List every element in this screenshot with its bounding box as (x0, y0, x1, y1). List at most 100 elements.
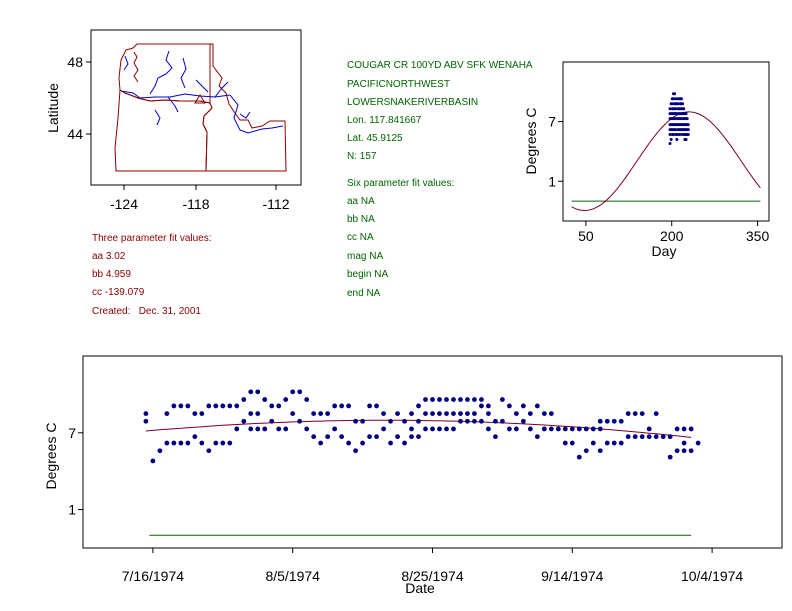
timeseries-data-point (311, 411, 317, 416)
timeseries-data-point (255, 426, 261, 432)
timeseries-data-point (576, 426, 582, 432)
tributary-3 (214, 81, 229, 98)
map-ytick-44: 44 (67, 126, 83, 142)
seasonal-plot-frame (562, 61, 770, 222)
timeseries-data-point (534, 434, 540, 440)
timeseries-data-point (332, 403, 338, 409)
seasonal-data-point (669, 138, 673, 142)
timeseries-xtick-4: 10/4/1974 (681, 568, 743, 584)
seasonal-data-point (684, 138, 688, 142)
timeseries-data-point (283, 397, 289, 402)
timeseries-data-point (192, 434, 198, 440)
timeseries-data-point (597, 426, 603, 432)
seasonal-data-point (684, 112, 688, 116)
site-name: COUGAR CR 100YD ABV SFK WENAHA (347, 60, 533, 71)
timeseries-data-point (541, 411, 547, 416)
timeseries-data-point (276, 403, 282, 409)
seasonal-data-point (668, 133, 672, 137)
seasonal-data-point (668, 107, 672, 111)
timeseries-data-point (206, 448, 212, 454)
timeseries-data-point (241, 418, 247, 424)
timeseries-data-point (548, 411, 554, 416)
seasonal-data-point (674, 107, 678, 111)
timeseries-data-point (437, 426, 442, 432)
timeseries-data-point (688, 448, 694, 454)
timeseries-data-point (416, 403, 421, 409)
timeseries-data-point (625, 411, 631, 416)
seasonal-data-point (682, 107, 686, 111)
timeseries-data-point (611, 440, 617, 446)
timeseries-data-point (541, 426, 547, 432)
timeseries-chart: 7/16/1974 8/5/1974 8/25/1974 9/14/1974 1… (43, 355, 783, 596)
timeseries-data-point (213, 403, 219, 409)
idaho-outline (202, 43, 287, 172)
timeseries-data-point (667, 434, 673, 440)
timeseries-data-point (430, 411, 435, 416)
timeseries-data-point (451, 397, 456, 402)
timeseries-data-point (430, 397, 435, 402)
seasonal-ytick-1: 1 (548, 173, 556, 189)
timeseries-data-point (472, 397, 477, 402)
timeseries-plot-frame (82, 355, 783, 549)
timeseries-data-point (451, 411, 456, 416)
timeseries-data-point (423, 426, 428, 432)
timeseries-data-point (618, 440, 624, 446)
timeseries-data-point (486, 426, 491, 432)
timeseries-data-point (486, 403, 491, 409)
site-n: N: 157 (347, 151, 377, 162)
timeseries-data-point (632, 411, 638, 416)
seasonal-ylabel: Degrees C (523, 108, 539, 175)
three-param-cc: cc -139.079 (92, 287, 145, 298)
timeseries-data-point (583, 426, 589, 432)
site-region: PACIFICNORTHWEST (347, 79, 450, 90)
timeseries-data-point (437, 411, 442, 416)
timeseries-data-point (213, 440, 219, 446)
timeseries-data-point (569, 426, 575, 432)
timeseries-data-point (597, 448, 603, 454)
timeseries-data-point (506, 426, 512, 432)
timeseries-data-point (576, 454, 582, 460)
timeseries-data-point (402, 418, 407, 424)
timeseries-data-point (171, 440, 177, 446)
timeseries-data-point (178, 440, 184, 446)
timeseries-data-point (681, 426, 687, 432)
created-date: Created: Dec. 31, 2001 (92, 306, 201, 317)
site-lon: Lon. 117.841667 (347, 115, 422, 126)
timeseries-data-point (227, 403, 233, 409)
timeseries-data-point (639, 411, 645, 416)
seasonal-ticks (558, 121, 759, 226)
site-basin: LOWERSNAKERIVERBASIN (347, 97, 478, 108)
timeseries-data-point (555, 426, 561, 432)
timeseries-xtick-0: 7/16/1974 (122, 568, 184, 584)
seasonal-data-point (675, 97, 679, 101)
seasonal-data-point (686, 123, 690, 127)
timeseries-data-point (346, 440, 352, 446)
timeseries-data-point (150, 458, 156, 464)
timeseries-data-point (444, 397, 449, 402)
timeseries-data-point (374, 403, 379, 409)
timeseries-data-point (416, 434, 421, 440)
timeseries-data-point (695, 440, 701, 446)
timeseries-data-point (534, 403, 540, 409)
timeseries-data-point (283, 426, 289, 432)
timeseries-data-point (444, 426, 449, 432)
timeseries-data-point (234, 426, 240, 432)
timeseries-data-point (562, 440, 568, 446)
timeseries-data-point (143, 418, 149, 424)
tributary-7 (123, 55, 129, 71)
map-panel: 48 44 -124 -118 -112 Latitude (45, 29, 302, 212)
six-param-heading: Six parameter fit values: (347, 178, 454, 189)
seasonal-data-point (679, 97, 683, 101)
tributary-1 (180, 57, 187, 89)
timeseries-xtick-3: 9/14/1974 (541, 568, 603, 584)
timeseries-data-point (674, 448, 680, 454)
timeseries-data-point (199, 440, 205, 446)
six-param-begin: begin NA (347, 269, 388, 280)
tributary-5 (239, 111, 251, 119)
timeseries-data-point (472, 411, 477, 416)
timeseries-data-point (681, 448, 687, 454)
seasonal-data-point (671, 133, 675, 137)
timeseries-data-point (458, 411, 463, 416)
six-param-bb: bb NA (347, 214, 375, 225)
seasonal-data-point (686, 133, 690, 137)
